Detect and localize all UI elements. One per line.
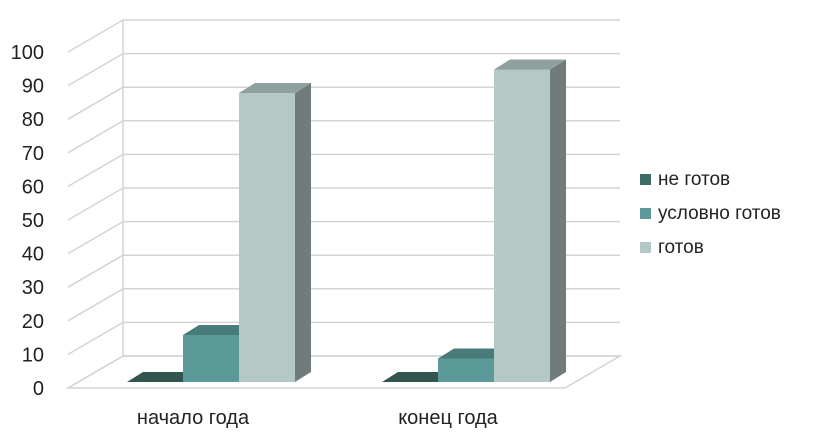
legend-swatch-2	[640, 208, 651, 219]
y-tick-label-20: 20	[22, 311, 44, 333]
category-label-1: начало года	[137, 407, 250, 429]
y-tick-label-50: 50	[22, 210, 44, 232]
legend-swatch-1	[640, 174, 651, 185]
gridline-side-50	[67, 187, 124, 221]
gridline-side-10	[67, 321, 124, 356]
legend-label-1: не готов	[658, 169, 730, 190]
y-tick-label-70: 70	[22, 143, 44, 165]
y-tick-label-90: 90	[22, 76, 44, 98]
bar-1-3	[239, 83, 311, 382]
bar-top-face	[438, 348, 510, 359]
gridline-side-20	[67, 288, 124, 322]
bar-front-face	[494, 69, 550, 383]
gridline-side-30	[67, 254, 124, 288]
gridline-side-100	[67, 19, 124, 53]
gridline-side-80	[67, 86, 124, 120]
bar-2-3	[494, 59, 566, 383]
y-tick-label-0: 0	[33, 378, 44, 400]
bar-top-face	[494, 59, 566, 70]
bar-front-face	[183, 334, 239, 382]
y-tick-label-30: 30	[22, 277, 44, 299]
category-label-2: конец года	[398, 407, 498, 429]
y-tick-label-100: 100	[11, 42, 44, 64]
bar-1-1	[127, 372, 199, 382]
bar-top-face	[382, 372, 454, 382]
gridline-side-70	[67, 120, 124, 154]
bar-2-1	[382, 372, 454, 382]
y-tick-label-10: 10	[22, 344, 44, 366]
gridline-side-60	[67, 153, 124, 188]
y-tick-label-80: 80	[22, 109, 44, 131]
gridline-side-0	[67, 355, 124, 389]
y-tick-label-40: 40	[22, 244, 44, 266]
y-tick-label-60: 60	[22, 176, 44, 198]
bar-top-face	[127, 372, 199, 382]
legend-swatch-3	[640, 242, 651, 253]
legend-label-3: готов	[658, 237, 704, 258]
legend-label-2: условно готов	[658, 203, 781, 224]
bar-side-face	[295, 83, 311, 382]
gridline-side-40	[67, 220, 124, 255]
gridline-side-90	[67, 52, 124, 87]
bar-top-face	[183, 324, 255, 335]
bar-front-face	[239, 93, 295, 382]
bar-front-face	[438, 358, 494, 382]
bar-side-face	[550, 59, 566, 383]
bar-top-face	[239, 83, 311, 94]
